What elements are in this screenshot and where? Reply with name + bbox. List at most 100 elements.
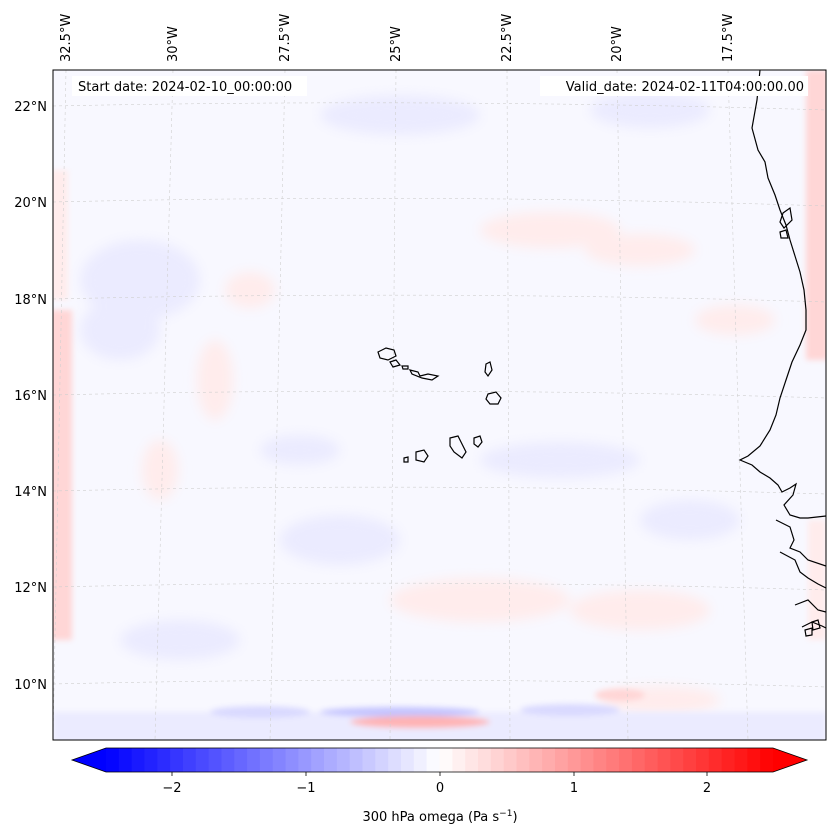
island-santo-antao [377, 347, 397, 361]
field-bottom-core [350, 716, 490, 728]
field-bottom-core [520, 704, 620, 716]
lat-label: 14°N [14, 485, 47, 500]
meridian [154, 70, 174, 740]
colorbar-cell [182, 748, 197, 772]
african-coastline [801, 621, 826, 629]
colorbar-label: 300 hPa omega (Pa s−1) [362, 809, 517, 825]
colorbar-label-main: 300 hPa omega (Pa s [362, 810, 499, 825]
parallel [53, 198, 826, 207]
lat-label: 18°N [14, 293, 47, 308]
lon-label: 20°W [610, 26, 625, 62]
cape-verde-islands [377, 347, 502, 463]
colorbar-cell [657, 748, 671, 772]
lat-label: 10°N [14, 678, 47, 693]
colorbar-cell [349, 748, 363, 772]
field-edge-strip [53, 170, 68, 300]
field-bottom-core [320, 707, 480, 717]
field-edge-strip [808, 520, 826, 640]
gridlines [53, 70, 826, 740]
field-blob [480, 212, 620, 248]
colorbar-cell [529, 748, 543, 772]
field-blob [120, 620, 240, 660]
colorbar-cell [401, 748, 415, 772]
field-bottom-core [595, 689, 645, 701]
parallel [53, 582, 826, 591]
lon-label: 27.5°W [278, 14, 293, 62]
colorbar-cell [683, 748, 697, 772]
lat-label: 12°N [14, 581, 47, 596]
field-blob [480, 442, 640, 478]
colorbar-cell [580, 748, 594, 772]
colorbar-cell [157, 748, 171, 772]
island-sal [484, 361, 493, 378]
island-santiago [449, 435, 467, 459]
island-fogo [415, 449, 429, 463]
colorbar-cell [285, 748, 299, 772]
coastal-island-outline [811, 619, 821, 631]
colorbar-cell [708, 748, 723, 772]
colorbar-cell [375, 748, 389, 772]
colorbar-cell [362, 748, 376, 772]
colorbar-cell [118, 748, 133, 772]
field-blob [570, 590, 710, 630]
start-date-box: Start date: 2024-02-10_00:00:00 [72, 76, 307, 96]
african-coastline [794, 599, 826, 613]
cbar-tick-label: −1 [296, 781, 315, 796]
colorbar-cell [593, 748, 607, 772]
island-brava [403, 456, 409, 463]
lat-label: 16°N [14, 389, 47, 404]
colorbar-cell [747, 748, 761, 772]
colorbar-cell [298, 748, 312, 772]
colorbar-cell [144, 748, 158, 772]
colorbar-cell [721, 748, 735, 772]
cbar-tick-label: −2 [162, 781, 181, 796]
field-blob [80, 240, 200, 320]
colorbar-ticks [171, 772, 708, 776]
colorbar-cell [452, 748, 466, 772]
colorbar-cell [131, 748, 145, 772]
colorbar-cell [670, 748, 684, 772]
coastlines [738, 70, 826, 637]
field-blob [260, 435, 340, 465]
colorbar-cell [760, 748, 774, 772]
valid-date-box: Valid_date: 2024-02-11T04:00:00.00 [540, 76, 808, 96]
field-blob [320, 95, 480, 135]
meridian [389, 70, 397, 740]
colorbar-cell [388, 748, 402, 772]
coastal-island-outline [779, 229, 789, 239]
parallel [53, 102, 826, 111]
field-edge-strip [806, 70, 826, 360]
colorbar-cell [195, 748, 210, 772]
island-boa-vista [485, 391, 502, 405]
longitude-labels: 32.5°W 30°W 27.5°W 25°W 22.5°W 20°W 17.5… [59, 14, 736, 62]
lon-label: 22.5°W [500, 14, 515, 62]
colorbar: −2 −1 0 1 2 300 hPa omega (Pa s−1) [70, 747, 809, 825]
african-coastline [779, 551, 826, 589]
colorbar-cell [465, 748, 479, 772]
colorbar-cell [477, 748, 492, 772]
colorbar-outline [70, 747, 809, 773]
lat-label: 22°N [14, 100, 47, 115]
colorbar-cell [221, 748, 235, 772]
colorbar-cell [619, 748, 633, 772]
meridian [506, 70, 511, 740]
lon-label: 30°W [166, 26, 181, 62]
island-maio [473, 435, 483, 448]
field-blob [585, 234, 695, 266]
african-coastline [738, 70, 826, 519]
field-blob [225, 272, 275, 308]
field-blob [197, 340, 233, 420]
island-sao-vicente [389, 359, 402, 368]
meridian [269, 70, 286, 740]
lon-label: 17.5°W [721, 14, 736, 62]
valid-date-bg [540, 76, 808, 96]
african-coastline [775, 519, 826, 567]
colorbar-min-extend [72, 748, 106, 772]
parallel [53, 679, 826, 688]
colorbar-tick-labels: −2 −1 0 1 2 [162, 781, 711, 796]
lon-label: 25°W [389, 26, 404, 62]
start-date-label: Start date: 2024-02-10_00:00:00 [78, 80, 292, 95]
banc-d-arguin-outline [779, 206, 793, 229]
colorbar-cell [170, 748, 184, 772]
coastal-island-outline [804, 627, 813, 637]
